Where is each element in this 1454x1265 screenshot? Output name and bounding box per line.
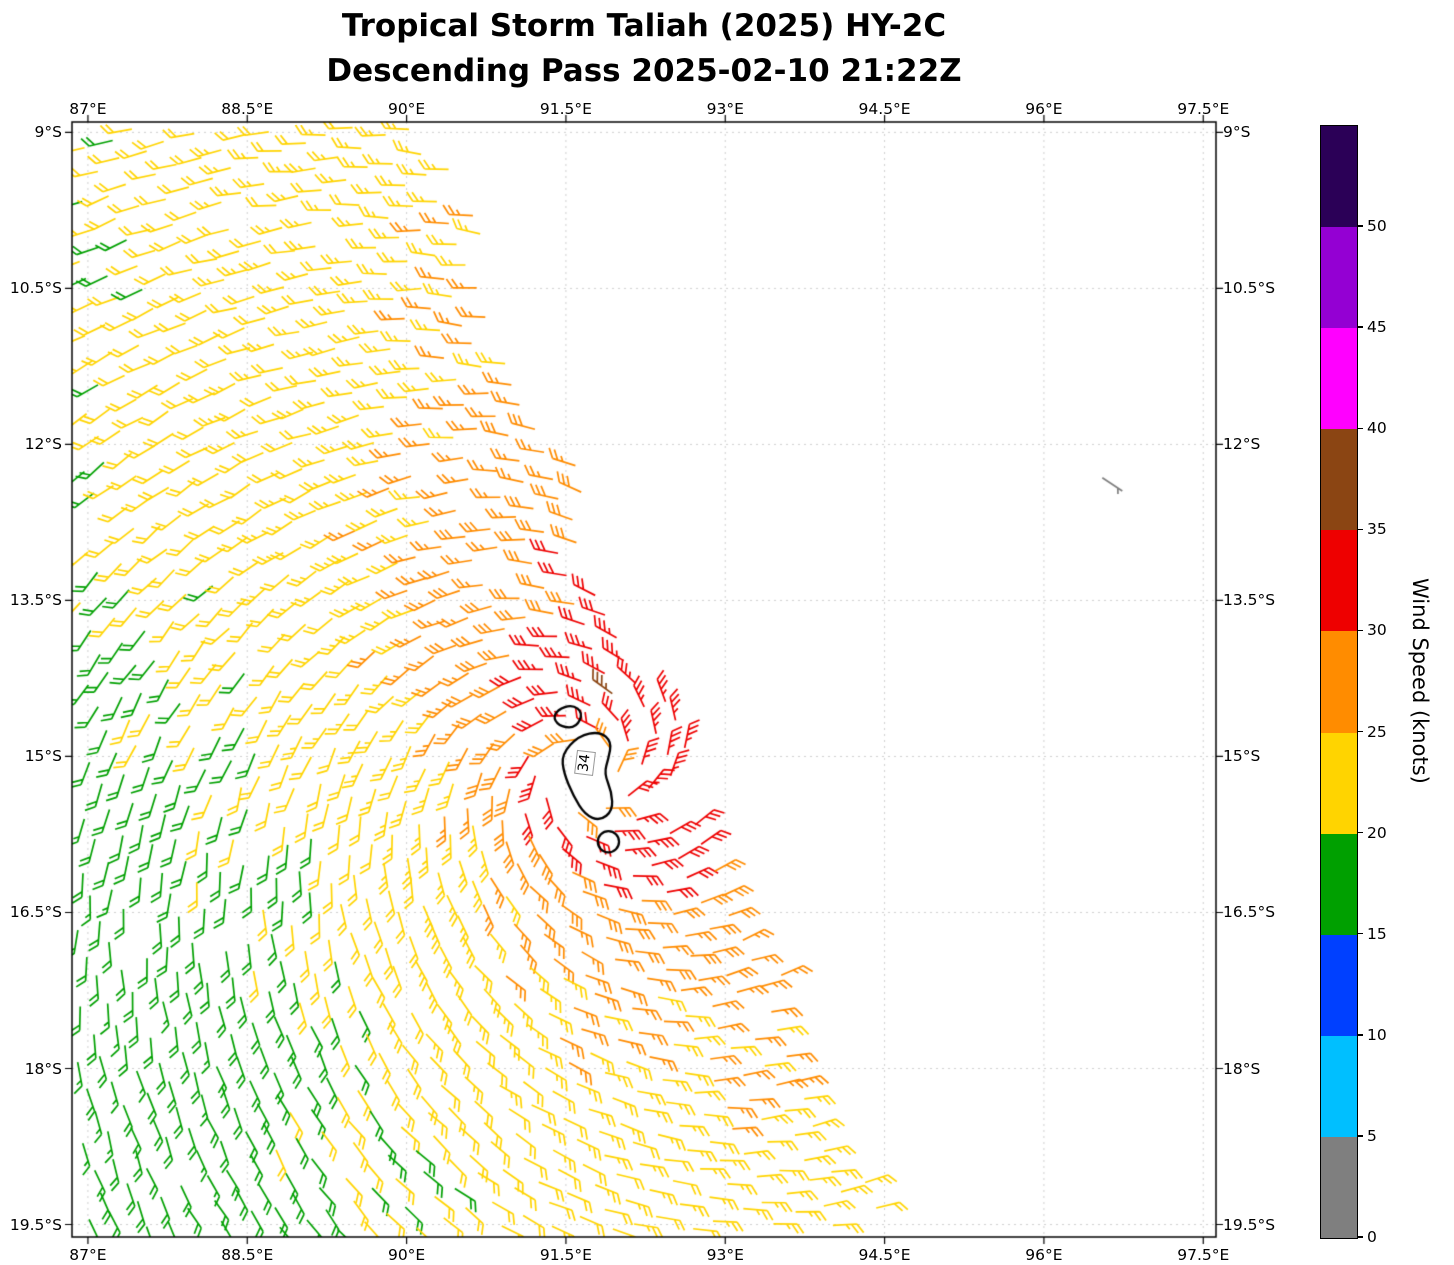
colorbar-tick (1357, 427, 1363, 429)
y-tick-label-right: 13.5°S (1223, 591, 1276, 610)
chart-title-line1: Tropical Storm Taliah (2025) HY-2C (341, 8, 947, 44)
colorbar-tick (1357, 225, 1363, 227)
y-tick-label-right: 16.5°S (1223, 903, 1276, 922)
x-tick-label-bottom: 97.5°E (1177, 1246, 1230, 1264)
colorbar-band-10-15 (1321, 934, 1357, 1036)
x-tick-label-bottom: 88.5°E (221, 1246, 274, 1264)
y-tick-label-left: 19.5°S (9, 1215, 62, 1234)
x-tick-label-bottom: 96°E (1025, 1246, 1063, 1264)
y-tick-label-right: 19.5°S (1223, 1215, 1276, 1234)
colorbar-tick-label: 40 (1367, 419, 1387, 438)
y-tick-label-right: 18°S (1223, 1059, 1261, 1078)
y-tick-label-right: 9°S (1223, 123, 1251, 142)
colorbar-tick-label: 35 (1367, 520, 1387, 539)
x-tick-label-bottom: 90°E (387, 1246, 426, 1264)
colorbar-band-5-10 (1321, 1035, 1357, 1137)
colorbar-band-30-35 (1321, 529, 1357, 632)
colorbar-band-0-5 (1321, 1136, 1357, 1238)
colorbar-tick-label: 15 (1367, 924, 1387, 943)
colorbar-tick-label: 45 (1367, 318, 1387, 337)
x-tick-label-top: 90°E (387, 100, 426, 118)
y-tick-label-right: 15°S (1223, 747, 1261, 766)
x-tick-label-top: 94.5°E (858, 100, 911, 118)
x-tick-label-top: 87°E (69, 100, 107, 118)
y-tick-label-right: 12°S (1223, 435, 1261, 454)
y-tick-label-left: 9°S (34, 123, 62, 142)
colorbar-tick (1357, 730, 1363, 733)
gale-contour-label: 34 (574, 749, 596, 776)
colorbar-tick (1357, 831, 1363, 834)
x-tick-label-top: 97.5°E (1177, 100, 1230, 118)
colorbar-tick (1357, 933, 1363, 935)
colorbar-label: Wind Speed (knots) (1408, 578, 1432, 784)
colorbar-tick (1357, 1135, 1363, 1137)
colorbar-tick-label: 10 (1367, 1025, 1387, 1044)
colorbar-band-20-25 (1321, 731, 1357, 834)
colorbar-tick-label: 20 (1367, 823, 1387, 842)
colorbar-band-40-45 (1321, 327, 1357, 430)
chart-title: Tropical Storm Taliah (2025) HY-2C Desce… (72, 4, 1216, 94)
x-tick-label-bottom: 87°E (69, 1246, 107, 1264)
x-tick-label-bottom: 91.5°E (539, 1246, 592, 1264)
y-tick-label-left: 13.5°S (9, 591, 62, 610)
colorbar-band-35-40 (1321, 428, 1357, 531)
y-tick-label-left: 15°S (24, 747, 62, 766)
colorbar-band-25-30 (1321, 630, 1357, 733)
colorbar-tick (1357, 1236, 1363, 1238)
colorbar (1320, 125, 1358, 1239)
colorbar-tick (1357, 326, 1363, 328)
x-tick-label-top: 96°E (1025, 100, 1063, 118)
x-tick-label-bottom: 93°E (706, 1246, 744, 1264)
x-tick-label-top: 88.5°E (221, 100, 274, 118)
x-tick-label-bottom: 94.5°E (858, 1246, 911, 1264)
y-tick-label-left: 18°S (24, 1059, 62, 1078)
x-tick-label-top: 91.5°E (539, 100, 592, 118)
colorbar-band-15-20 (1321, 833, 1357, 935)
colorbar-band-50-55 (1321, 126, 1357, 228)
colorbar-tick-label: 50 (1367, 217, 1387, 236)
y-tick-label-left: 10.5°S (9, 279, 62, 298)
y-tick-label-right: 10.5°S (1223, 279, 1276, 298)
colorbar-tick-label: 30 (1367, 621, 1387, 640)
colorbar-tick-label: 5 (1367, 1126, 1377, 1145)
colorbar-band-45-50 (1321, 226, 1357, 329)
chart-title-line2: Descending Pass 2025-02-10 21:22Z (326, 53, 962, 89)
y-tick-label-left: 16.5°S (9, 903, 62, 922)
colorbar-tick (1357, 528, 1363, 531)
x-tick-label-top: 93°E (706, 100, 744, 118)
y-tick-label-left: 12°S (24, 435, 62, 454)
colorbar-tick-label: 25 (1367, 722, 1387, 741)
colorbar-tick (1357, 629, 1363, 632)
colorbar-tick-label: 0 (1367, 1228, 1377, 1246)
colorbar-tick (1357, 1034, 1363, 1036)
